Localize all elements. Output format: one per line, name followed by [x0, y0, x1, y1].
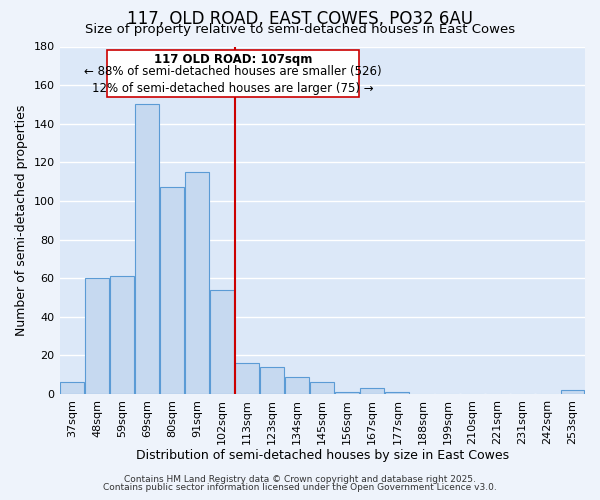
- Bar: [160, 188, 184, 394]
- X-axis label: Distribution of semi-detached houses by size in East Cowes: Distribution of semi-detached houses by …: [136, 450, 509, 462]
- Bar: [85, 278, 109, 394]
- Bar: [185, 172, 209, 394]
- Bar: [60, 382, 84, 394]
- Bar: [335, 392, 359, 394]
- Text: Contains HM Land Registry data © Crown copyright and database right 2025.: Contains HM Land Registry data © Crown c…: [124, 475, 476, 484]
- Y-axis label: Number of semi-detached properties: Number of semi-detached properties: [15, 104, 28, 336]
- Bar: [286, 376, 309, 394]
- Text: ← 88% of semi-detached houses are smaller (526): ← 88% of semi-detached houses are smalle…: [84, 64, 382, 78]
- FancyBboxPatch shape: [107, 50, 359, 97]
- Bar: [235, 363, 259, 394]
- Bar: [260, 367, 284, 394]
- Text: 12% of semi-detached houses are larger (75) →: 12% of semi-detached houses are larger (…: [92, 82, 374, 95]
- Text: 117, OLD ROAD, EAST COWES, PO32 6AU: 117, OLD ROAD, EAST COWES, PO32 6AU: [127, 10, 473, 28]
- Text: Size of property relative to semi-detached houses in East Cowes: Size of property relative to semi-detach…: [85, 22, 515, 36]
- Bar: [560, 390, 584, 394]
- Bar: [385, 392, 409, 394]
- Bar: [135, 104, 159, 394]
- Text: 117 OLD ROAD: 107sqm: 117 OLD ROAD: 107sqm: [154, 54, 312, 66]
- Bar: [110, 276, 134, 394]
- Text: Contains public sector information licensed under the Open Government Licence v3: Contains public sector information licen…: [103, 483, 497, 492]
- Bar: [361, 388, 384, 394]
- Bar: [310, 382, 334, 394]
- Bar: [210, 290, 234, 394]
